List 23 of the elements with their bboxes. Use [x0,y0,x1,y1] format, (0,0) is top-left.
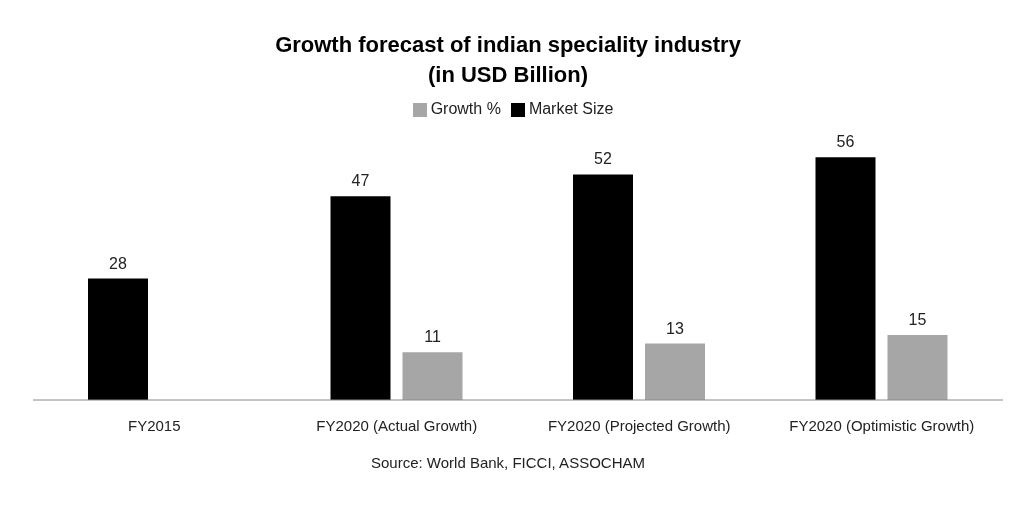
x-tick-label: FY2020 (Projected Growth) [547,416,731,434]
data-label: 15 [908,310,927,328]
bar [573,174,633,400]
legend-label: Market Size [528,100,614,117]
data-label: 47 [351,172,370,190]
data-label: 13 [666,319,684,337]
bar [815,157,876,400]
x-tick-label: FY2020 (Optimistic Growth) [789,416,975,434]
data-label: 28 [109,254,127,272]
source-note: Source: World Bank, FICCI, ASSOCHAM [370,454,646,471]
chart-title: Growth forecast of indian speciality industry [274,31,742,59]
data-label: 11 [424,328,441,346]
data-label: 56 [836,133,855,151]
bar [330,196,391,400]
bar [88,278,148,400]
bar [645,343,705,400]
data-label: 52 [594,150,612,168]
x-tick-label: FY2015 [127,416,181,434]
legend-label: Growth % [430,100,501,117]
bar [402,352,463,400]
x-tick-label: FY2020 (Actual Growth) [316,416,478,434]
chart-subtitle: (in USD Billion) [426,61,590,89]
bar [887,334,948,400]
